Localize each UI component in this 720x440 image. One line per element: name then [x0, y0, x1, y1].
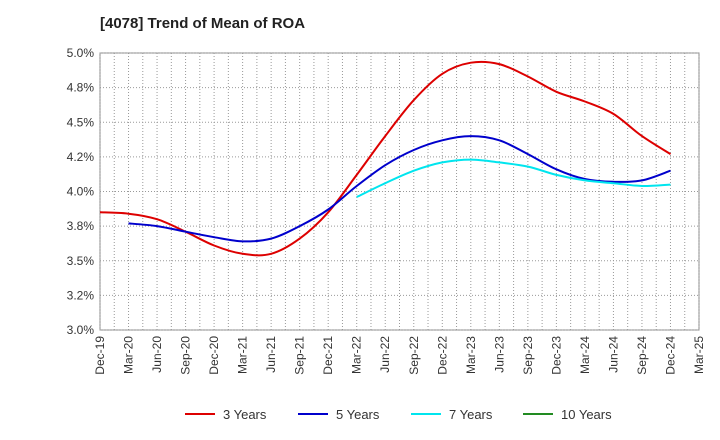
y-tick-label: 4.8%	[67, 81, 95, 95]
x-tick-label: Sep-24	[635, 336, 649, 375]
x-tick-label: Dec-22	[435, 336, 449, 375]
series-lines	[99, 60, 672, 257]
x-tick-label: Jun-20	[150, 336, 164, 373]
legend-label-5-years: 5 Years	[336, 407, 380, 422]
y-tick-label: 3.0%	[67, 323, 95, 337]
y-tick-label: 4.5%	[67, 115, 95, 129]
x-tick-label: Mar-23	[464, 336, 478, 374]
x-tick-label: Sep-23	[521, 336, 535, 375]
x-tick-label: Jun-24	[606, 336, 620, 373]
y-axis-ticks: 3.0% 3.2% 3.5% 3.8% 4.0% 4.2% 4.5% 4.8% 5.0%	[67, 46, 95, 337]
x-tick-label: Dec-23	[549, 336, 563, 375]
y-tick-label: 3.8%	[67, 219, 95, 233]
x-tick-label: Mar-22	[350, 336, 364, 374]
x-tick-label: Dec-19	[93, 336, 107, 375]
x-tick-label: Mar-20	[122, 336, 136, 374]
x-tick-label: Dec-20	[207, 336, 221, 375]
y-tick-label: 4.0%	[67, 185, 95, 199]
x-tick-label: Sep-22	[407, 336, 421, 375]
legend-label-7-years: 7 Years	[449, 407, 493, 422]
y-tick-label: 4.2%	[67, 150, 95, 164]
x-tick-label: Mar-24	[578, 336, 592, 374]
x-tick-label: Jun-23	[492, 336, 506, 373]
legend-label-10-years: 10 Years	[561, 407, 612, 422]
series-line-3-years	[99, 60, 672, 257]
series-line-5-years	[128, 135, 671, 243]
series-line-7-years	[356, 158, 671, 198]
legend-label-3-years: 3 Years	[223, 407, 267, 422]
x-tick-label: Dec-21	[321, 336, 335, 375]
legend: 3 Years 5 Years 7 Years 10 Years	[185, 407, 612, 422]
x-tick-label: Mar-21	[236, 336, 250, 374]
y-tick-label: 5.0%	[67, 46, 95, 60]
x-axis-ticks: Dec-19 Mar-20 Jun-20 Sep-20 Dec-20 Mar-21 Jun-…	[93, 336, 706, 375]
x-tick-label: Jun-22	[378, 336, 392, 373]
x-tick-label: Mar-25	[692, 336, 706, 374]
y-tick-label: 3.2%	[67, 288, 95, 302]
x-tick-label: Sep-21	[293, 336, 307, 375]
x-tick-label: Dec-24	[663, 336, 677, 375]
chart-title: [4078] Trend of Mean of ROA	[100, 15, 305, 32]
x-tick-label: Jun-21	[264, 336, 278, 373]
y-tick-label: 3.5%	[67, 254, 95, 268]
grid-lines	[99, 52, 700, 331]
x-tick-label: Sep-20	[179, 336, 193, 375]
